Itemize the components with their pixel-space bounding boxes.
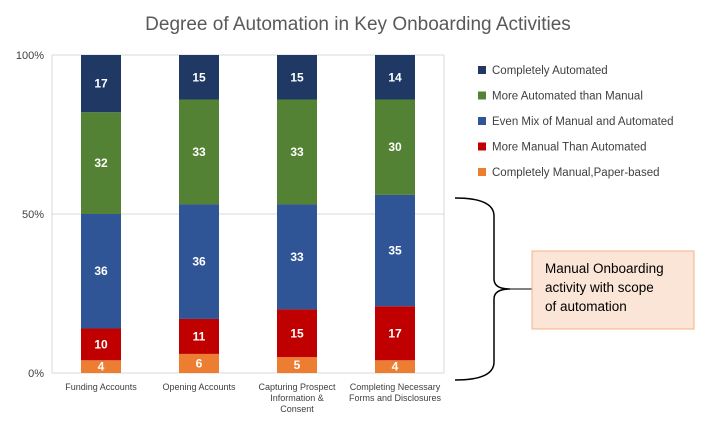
- legend-label: More Manual Than Automated: [492, 142, 647, 154]
- data-label: 17: [388, 326, 402, 340]
- data-label: 15: [192, 70, 206, 84]
- legend-label: Completely Automated: [492, 65, 608, 77]
- bar-segment: [179, 353, 219, 373]
- data-label: 10: [94, 337, 108, 351]
- data-label: 33: [290, 145, 304, 159]
- bar-segment: [81, 214, 121, 329]
- bar-segment: [277, 99, 317, 205]
- data-label: 33: [290, 250, 304, 264]
- data-label: 32: [94, 156, 108, 170]
- bar-segment: [81, 360, 121, 373]
- data-label: 4: [392, 360, 399, 374]
- data-label: 33: [192, 145, 206, 159]
- data-label: 15: [290, 70, 304, 84]
- bar-segment: [179, 55, 219, 100]
- bar-segment: [179, 204, 219, 319]
- data-label: 36: [94, 264, 108, 278]
- bracket: [454, 197, 511, 381]
- legend-swatch: [478, 142, 486, 151]
- callout-text: Manual Onboarding: [545, 261, 664, 276]
- data-label: 5: [294, 358, 301, 372]
- bar-segment: [277, 55, 317, 100]
- data-label: 4: [98, 360, 105, 374]
- y-tick-label: 50%: [22, 209, 44, 221]
- data-label: 36: [192, 255, 206, 269]
- bar-segment: [179, 318, 219, 354]
- legend: Completely Automated More Automated than …: [478, 65, 674, 179]
- data-label: 14: [388, 70, 402, 84]
- callout-box: [531, 250, 695, 330]
- x-tick-label: Funding Accounts: [65, 382, 137, 392]
- bar-segment: [375, 194, 415, 307]
- x-tick-label: Completing Necessary Forms and Disclosure…: [349, 382, 442, 403]
- annotation: Manual Onboarding activity with scope of a…: [454, 197, 695, 381]
- data-label: 11: [193, 329, 206, 343]
- legend-label: Even Mix of Manual and Automated: [492, 116, 674, 128]
- data-label: 6: [196, 356, 203, 370]
- legend-label: More Automated than Manual: [492, 91, 643, 103]
- bar-segment: [277, 357, 317, 373]
- bar-segment: [81, 55, 121, 113]
- legend-swatch: [478, 117, 486, 125]
- bar-segment: [277, 309, 317, 358]
- y-tick-label: 100%: [16, 50, 44, 62]
- bar-segment: [375, 360, 415, 373]
- bar-segment: [375, 306, 415, 361]
- data-label: 15: [290, 326, 304, 340]
- bar-segment: [81, 112, 121, 214]
- bar-segment: [81, 328, 121, 361]
- bars: 4 10 36 32 17 6 11 36 33 15 5 15 33 33 15 4 17 35 30 14: [81, 55, 415, 374]
- x-tick-label: Opening Accounts: [162, 382, 236, 392]
- bar-segment: [375, 55, 415, 100]
- data-label: 30: [388, 140, 402, 154]
- axes: 100% 50% 0% Funding Accounts Opening Account…: [16, 50, 442, 414]
- data-label: 35: [388, 244, 402, 258]
- legend-label: Completely Manual,Paper-based: [492, 167, 659, 179]
- bar-segment: [277, 204, 317, 310]
- legend-swatch: [478, 91, 486, 100]
- y-tick-label: 0%: [28, 368, 44, 380]
- legend-swatch: [478, 168, 486, 176]
- legend-swatch: [478, 66, 486, 74]
- callout-text: of automation: [545, 299, 627, 314]
- bar-segment: [179, 99, 219, 205]
- data-label: 17: [94, 77, 108, 91]
- chart-title: Degree of Automation in Key Onboarding A…: [145, 14, 571, 35]
- x-tick-label: Capturing Prospect Information & Consent: [258, 382, 336, 414]
- callout-text: activity with scope: [545, 280, 654, 295]
- bar-segment: [375, 99, 415, 195]
